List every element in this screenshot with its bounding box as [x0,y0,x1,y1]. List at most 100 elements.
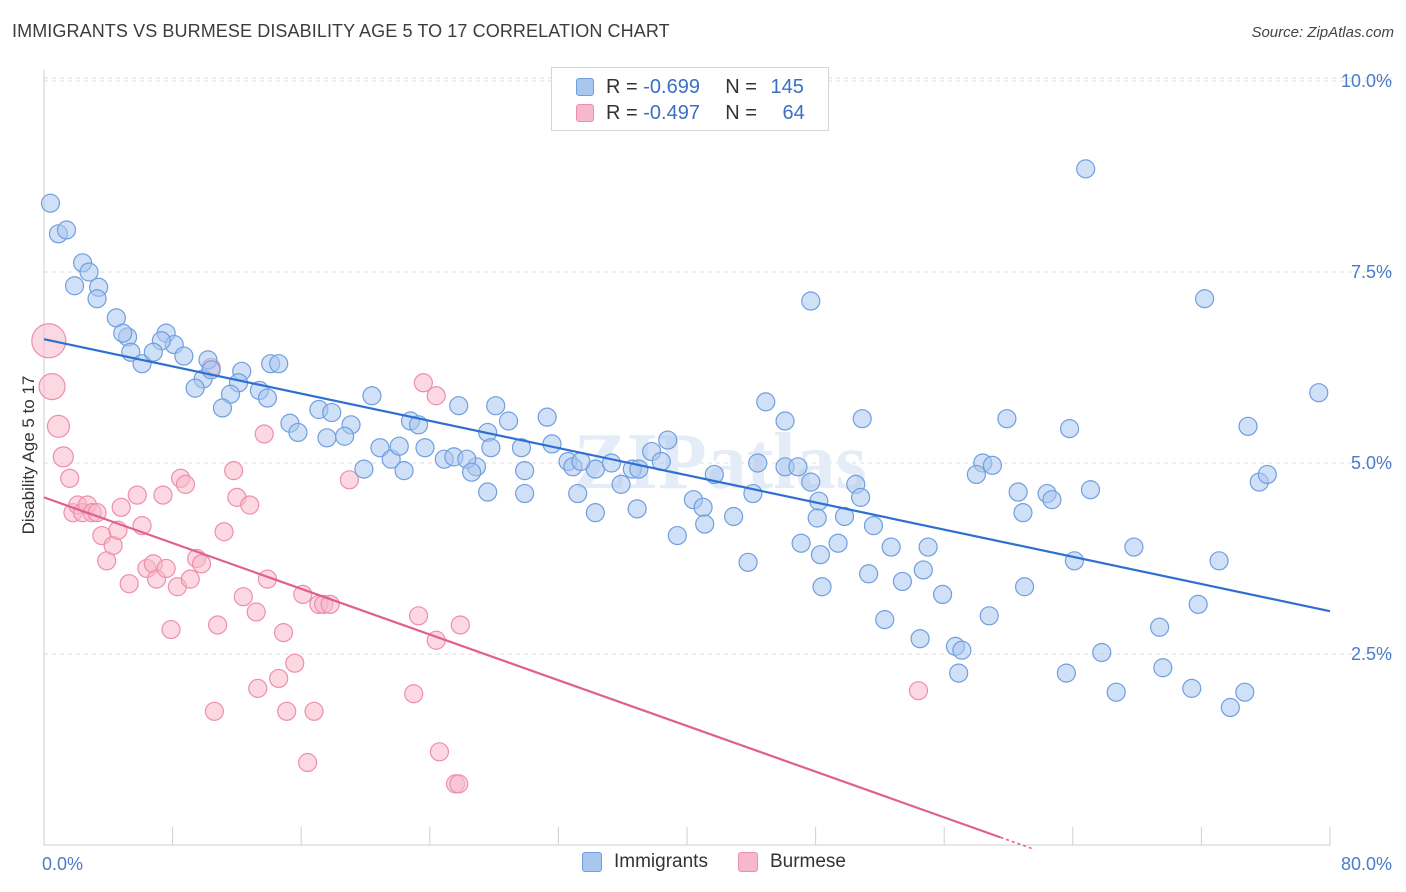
burmese-swatch [576,104,594,122]
immigrants-point [1008,482,1028,502]
immigrants-point [1013,503,1033,523]
immigrants-point [64,276,85,296]
immigrants-point [982,455,1003,475]
legend-n-label: N = [725,75,763,98]
immigrants-point [1064,551,1085,571]
burmese-point [153,485,173,505]
immigrants-point [738,552,758,572]
immigrants-point [56,220,77,240]
immigrants-point [812,577,832,597]
x-tick-label-min: 0.0% [42,854,83,874]
immigrants-point [317,428,337,448]
y-tick-labels: 2.5% 5.0% 7.5% 10.0% [1341,71,1392,664]
correlation-legend: R = -0.699 N = 145 R = -0.497 N = 64 [551,67,829,131]
immigrants-point [478,482,498,502]
chart-title: IMMIGRANTS VS BURMESE DISABILITY AGE 5 T… [12,21,670,41]
immigrants-point [1042,490,1062,510]
y-tick-label: 5.0% [1351,453,1392,473]
burmese-point [224,461,244,481]
y-axis-label: Disability Age 5 to 17 [19,376,38,535]
immigrants-point [875,610,895,630]
immigrants-point [1309,383,1329,403]
immigrants-point [1257,464,1277,485]
immigrants-point [362,386,382,406]
legend-n-value: 145 [770,75,804,98]
burmese-point [339,470,360,490]
immigrants-point [461,462,482,482]
immigrants-point [174,346,194,366]
chart-source: Source: ZipAtlas.com [1251,24,1394,41]
immigrants-point [486,396,506,416]
immigrants-point [601,453,622,473]
immigrants-point [1076,159,1096,179]
legend-item-immigrants: Immigrants [582,851,708,873]
legend-label-burmese: Burmese [769,851,846,872]
immigrants-point [537,407,557,427]
burmese-point [404,684,424,704]
legend-n-value: 64 [782,101,805,124]
immigrants-point [515,461,535,481]
immigrants-point [910,629,930,649]
immigrants-point [611,474,631,494]
immigrants-point [788,457,808,477]
immigrants-point [1209,551,1229,571]
y-tick-label: 2.5% [1351,644,1392,664]
burmese-point [449,774,469,794]
immigrants-point [724,506,744,527]
burmese-point [254,424,274,444]
burmese-point [119,574,139,594]
immigrants-point [966,464,986,485]
immigrants-point [1153,658,1173,678]
immigrants-swatch [576,78,594,96]
immigrants-point [997,409,1017,429]
immigrants-point [389,436,409,456]
series-legend: Immigrants Burmese [582,851,876,873]
immigrants-point [1080,480,1101,500]
immigrants-point [658,430,678,450]
burmese-point [269,668,289,689]
burmese-point [246,602,266,622]
immigrants-point [568,483,588,504]
immigrants-point [810,545,831,565]
burmese-point [248,678,268,698]
burmese-point [60,468,80,488]
immigrants-point [585,503,605,523]
burmese-point [52,446,74,468]
burmese-point [304,701,324,721]
immigrants-point [1220,697,1240,718]
immigrants-point [1150,617,1170,637]
burmese-point [298,752,318,773]
immigrants-point [693,497,713,517]
burmese-swatch [737,852,758,872]
legend-row-immigrants: R = -0.699 N = 145 [576,75,804,99]
immigrants-point [801,291,821,311]
immigrants-point [322,402,342,423]
burmese-points [31,323,929,794]
immigrants-point [269,354,289,374]
legend-r-label: R = [606,101,644,124]
burmese-point [413,373,433,393]
immigrants-point [881,537,901,557]
immigrants-point [1195,289,1215,309]
immigrants-point [87,289,107,309]
immigrants-point [1059,419,1080,439]
immigrants-point [913,560,933,580]
burmese-point [111,497,131,517]
immigrants-point [932,584,953,605]
immigrants-point [542,434,562,454]
burmese-point [277,701,297,721]
burmese-point [191,554,212,574]
burmese-point [408,606,429,626]
immigrants-point [748,453,768,473]
immigrants-point [1014,577,1035,597]
immigrants-point [212,398,233,418]
burmese-point [285,653,305,673]
immigrants-point [143,342,163,362]
immigrants-point [801,472,821,492]
burmese-trend-line [43,496,1001,839]
immigrants-point [40,193,61,213]
legend-r-value: -0.699 [643,75,700,98]
legend-r-label: R = [606,75,644,98]
immigrants-point [627,499,647,519]
